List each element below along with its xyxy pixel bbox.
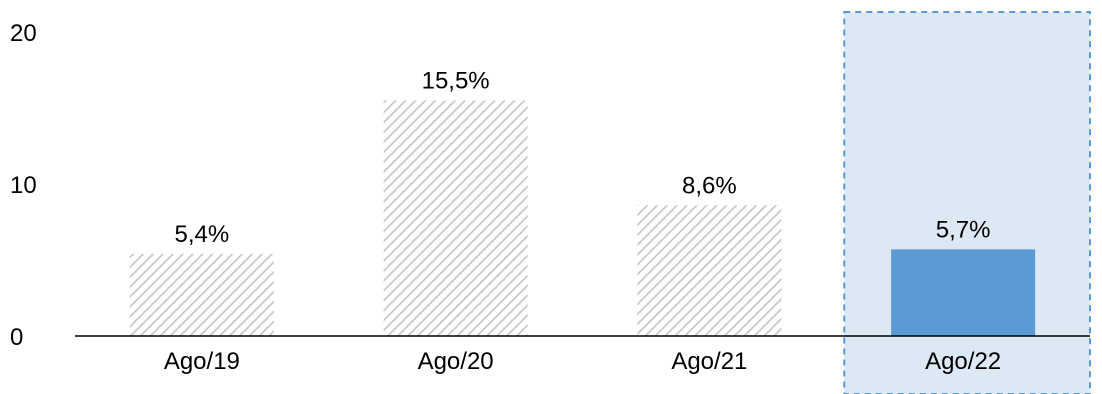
labels-layer: 5,4% Ago/19 15,5% Ago/20 8,6% Ago/21 5,7% Ago/2… [10,20,1001,375]
x-tick-label: Ago/20 [418,348,494,375]
bar-ago-19 [129,253,274,336]
bar-ago-21 [637,205,782,336]
x-tick-label: Ago/21 [671,348,747,375]
data-label: 5,7% [936,216,991,243]
y-tick-label: 10 [10,172,37,199]
x-tick-label: Ago/19 [164,348,240,375]
x-tick-label: Ago/22 [925,348,1001,375]
bars-layer [129,100,1036,337]
y-tick-label: 20 [10,20,37,47]
y-tick-label: 0 [10,324,23,351]
data-label: 15,5% [422,67,490,94]
data-label: 8,6% [682,172,737,199]
bar-ago-22 [891,249,1036,336]
bar-ago-20 [383,100,528,337]
data-label: 5,4% [175,221,230,248]
